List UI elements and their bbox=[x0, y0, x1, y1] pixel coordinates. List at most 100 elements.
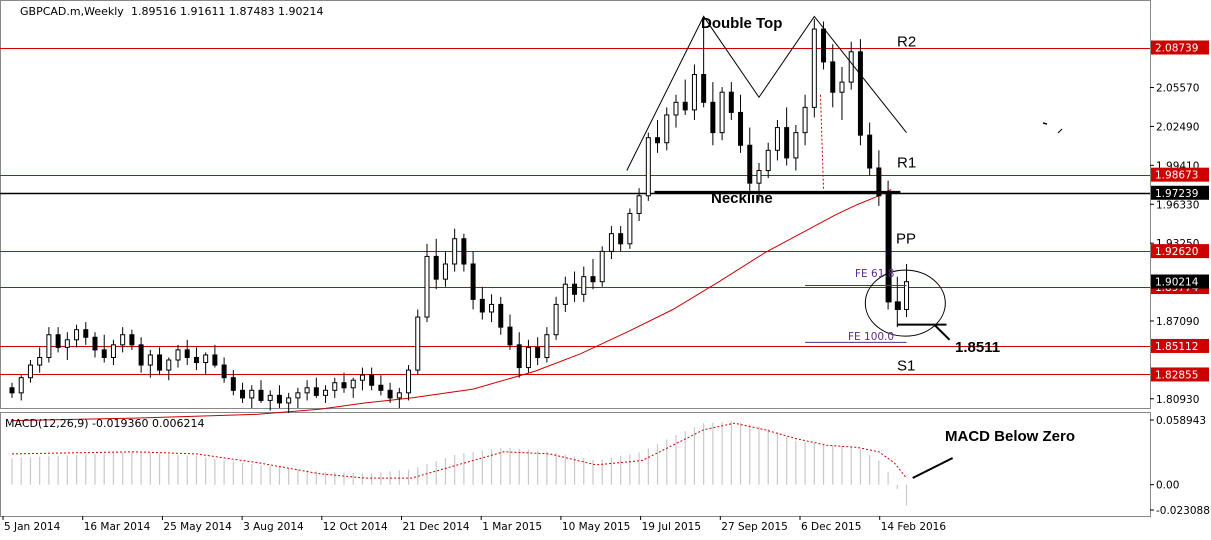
candle-body bbox=[258, 389, 264, 401]
time-axis: 5 Jan 2014 16 Mar 2014 25 May 2014 3 Aug 20… bbox=[2, 516, 947, 533]
macd-pointer bbox=[912, 457, 954, 479]
candle-body bbox=[110, 344, 116, 358]
level-label-r2: R2 bbox=[897, 34, 916, 51]
candle-body bbox=[553, 303, 559, 336]
candle-body bbox=[147, 354, 153, 366]
candle-body bbox=[184, 349, 190, 358]
candle-body bbox=[212, 354, 218, 366]
time-tick-label: 16 Mar 2014 bbox=[84, 521, 151, 533]
time-tick-label: 21 Dec 2014 bbox=[403, 521, 470, 533]
level-tag-3-text: 1.92620 bbox=[1155, 246, 1198, 258]
candle-body bbox=[701, 74, 707, 103]
candle-body bbox=[618, 233, 624, 245]
level-tag-6-box bbox=[1151, 367, 1209, 382]
candle-body bbox=[313, 387, 319, 396]
candle-body bbox=[821, 28, 827, 63]
candle-body bbox=[608, 233, 614, 252]
time-tick-label: 1 Mar 2015 bbox=[482, 521, 542, 533]
level-tag-1-text: 1.98673 bbox=[1155, 170, 1198, 182]
price-axis: 2.055702.024901.994101.963301.932501.870… bbox=[1150, 83, 1210, 517]
current-price-tag-box bbox=[1151, 274, 1209, 289]
candle-body bbox=[359, 374, 365, 381]
candle-body bbox=[452, 238, 458, 265]
price-tick-label: 2.02490 bbox=[1156, 121, 1199, 133]
candle-body bbox=[249, 389, 255, 399]
candle-body bbox=[738, 111, 744, 146]
candle-body bbox=[627, 212, 633, 245]
candle-body bbox=[18, 377, 24, 394]
level-tag-5-text: 1.85112 bbox=[1155, 341, 1198, 353]
candle-body bbox=[424, 255, 430, 318]
candle-body bbox=[839, 81, 845, 93]
candle-body bbox=[867, 134, 873, 169]
macd-signal-line bbox=[11, 422, 907, 479]
time-tick-label: 14 Feb 2016 bbox=[881, 521, 947, 533]
candle-body bbox=[295, 392, 301, 399]
candle-body bbox=[572, 283, 578, 295]
price-tick-label: 1.96330 bbox=[1156, 199, 1199, 211]
candle-body bbox=[442, 263, 448, 280]
level-label-s1: S1 bbox=[897, 358, 915, 375]
time-tick-label: 25 May 2014 bbox=[163, 521, 232, 533]
macd-tick-label: 0.058943 bbox=[1156, 415, 1206, 427]
candle-body bbox=[267, 394, 273, 401]
candle-body bbox=[138, 344, 144, 366]
chart-ohlc-readout: 1.89516 1.91611 1.87483 1.90214 bbox=[131, 5, 323, 18]
candle-body bbox=[396, 392, 402, 399]
candle-body bbox=[830, 61, 836, 93]
neckline-annotation: Neckline bbox=[711, 190, 773, 207]
stray-mark-a bbox=[1042, 122, 1048, 125]
macd-indicator bbox=[11, 421, 908, 506]
candle-body bbox=[756, 170, 762, 184]
candle-body bbox=[682, 101, 688, 111]
candle-body bbox=[387, 389, 393, 399]
candle-body bbox=[507, 326, 513, 346]
candle-body bbox=[645, 137, 651, 197]
candle-body bbox=[636, 195, 642, 214]
price-tick-label: 2.05570 bbox=[1156, 83, 1199, 95]
candle-body bbox=[92, 336, 98, 351]
candle-body bbox=[332, 382, 338, 391]
candle-body bbox=[157, 354, 163, 371]
time-tick-label: 5 Jan 2014 bbox=[4, 521, 61, 533]
candle-body bbox=[240, 389, 246, 399]
candle-body bbox=[581, 276, 587, 295]
candle-body bbox=[489, 303, 495, 313]
candle-body bbox=[203, 354, 209, 364]
ma-polyline bbox=[11, 189, 892, 422]
time-tick-label: 3 Aug 2014 bbox=[243, 521, 304, 533]
fe-100-label: FE 100.0 bbox=[848, 331, 894, 343]
candle-body bbox=[479, 298, 485, 313]
time-tick-label: 10 May 2015 bbox=[562, 521, 630, 533]
candle-body bbox=[664, 114, 670, 144]
time-tick-label: 12 Oct 2014 bbox=[323, 521, 388, 533]
candle-body bbox=[55, 334, 61, 348]
price-tick-label: 1.87090 bbox=[1156, 316, 1199, 328]
level-label-pp: PP bbox=[896, 231, 916, 248]
pattern-drawings bbox=[626, 15, 1063, 479]
candle-body bbox=[221, 364, 227, 379]
level-tag-3-box bbox=[1151, 244, 1209, 259]
candle-body bbox=[774, 127, 780, 151]
candle-body bbox=[793, 132, 799, 159]
double-top-outline bbox=[626, 15, 907, 171]
candle-body bbox=[535, 346, 541, 358]
candle-body bbox=[378, 384, 384, 391]
price-tags: 2.087391.986731.972391.926201.897741.851… bbox=[1151, 40, 1209, 382]
candle-body bbox=[747, 144, 753, 184]
candle-body bbox=[350, 379, 356, 389]
candle-body bbox=[802, 106, 808, 134]
candle-body bbox=[904, 281, 910, 310]
candle-body bbox=[525, 346, 531, 369]
candle-body bbox=[37, 356, 43, 366]
level-tag-0-box bbox=[1151, 40, 1209, 55]
level-tag-2-text: 1.97239 bbox=[1155, 188, 1198, 200]
highlight-circle bbox=[864, 269, 946, 337]
candle-body bbox=[498, 303, 504, 328]
candle-body bbox=[691, 74, 697, 111]
macd-tick-label: 0.00 bbox=[1156, 480, 1179, 492]
level-tag-5-box bbox=[1151, 338, 1209, 353]
candle-body bbox=[784, 127, 790, 159]
level-label-r1: R1 bbox=[897, 155, 916, 172]
